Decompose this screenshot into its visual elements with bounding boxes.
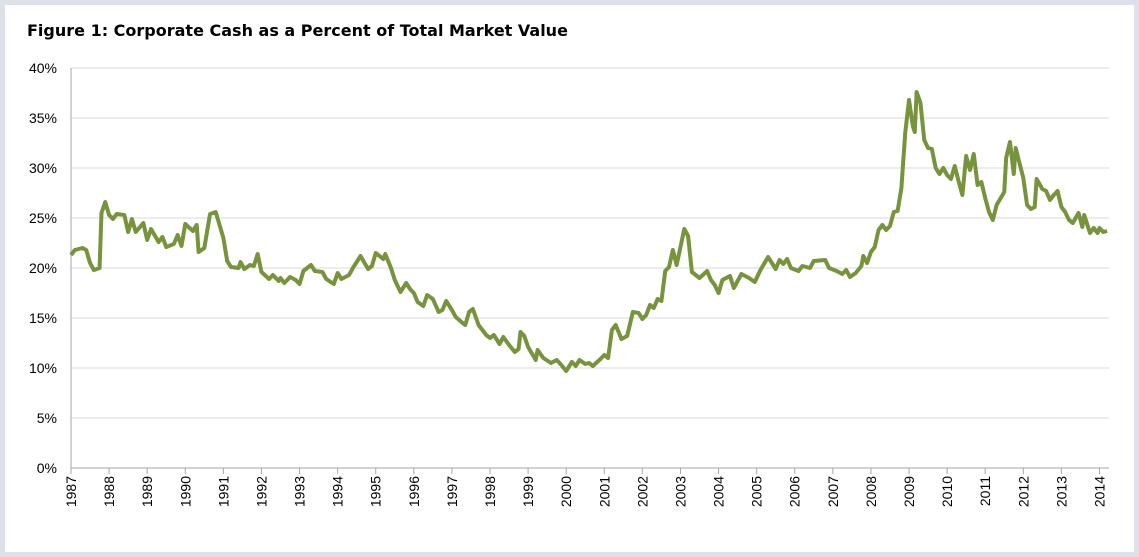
x-tick-label: 2001 xyxy=(596,476,612,507)
x-tick-label: 1990 xyxy=(177,476,193,507)
x-tick-label: 2004 xyxy=(711,476,727,507)
y-tick-label: 25% xyxy=(29,210,57,226)
y-tick-label: 30% xyxy=(29,160,57,176)
x-tick-label: 2013 xyxy=(1053,476,1069,507)
x-tick-label: 1992 xyxy=(253,476,269,507)
x-tick-label: 1998 xyxy=(482,476,498,507)
x-tick-label: 1987 xyxy=(63,476,79,507)
x-tick-label: 2011 xyxy=(977,476,993,506)
x-tick-label: 2008 xyxy=(863,476,879,507)
y-tick-label: 10% xyxy=(29,360,57,376)
x-tick-label: 1991 xyxy=(215,476,231,507)
x-tick-label: 2012 xyxy=(1015,476,1031,507)
x-tick-label: 1999 xyxy=(520,476,536,507)
x-tick-label: 1988 xyxy=(101,476,117,507)
x-tick-label: 2014 xyxy=(1091,476,1107,507)
x-tick-label: 2010 xyxy=(939,476,955,507)
x-tick-label: 2007 xyxy=(825,476,841,507)
x-tick-label: 2003 xyxy=(672,476,688,507)
x-tick-label: 2006 xyxy=(787,476,803,507)
x-tick-label: 2000 xyxy=(558,476,574,507)
y-tick-label: 15% xyxy=(29,310,57,326)
x-tick-label: 1994 xyxy=(330,476,346,507)
x-tick-label: 1996 xyxy=(406,476,422,507)
y-tick-label: 35% xyxy=(29,110,57,126)
y-tick-label: 5% xyxy=(37,410,57,426)
chart-title: Figure 1: Corporate Cash as a Percent of… xyxy=(27,21,568,40)
x-tick-label: 1997 xyxy=(444,476,460,507)
y-tick-label: 0% xyxy=(37,460,57,476)
y-tick-label: 20% xyxy=(29,260,57,276)
x-tick-label: 2002 xyxy=(634,476,650,507)
x-tick-label: 2005 xyxy=(749,476,765,507)
x-tick-label: 1993 xyxy=(292,476,308,507)
x-tick-label: 1995 xyxy=(368,476,384,507)
data-line xyxy=(69,90,1108,373)
x-tick-label: 2009 xyxy=(901,476,917,507)
x-tick-label: 1989 xyxy=(139,476,155,507)
y-tick-label: 40% xyxy=(29,60,57,76)
